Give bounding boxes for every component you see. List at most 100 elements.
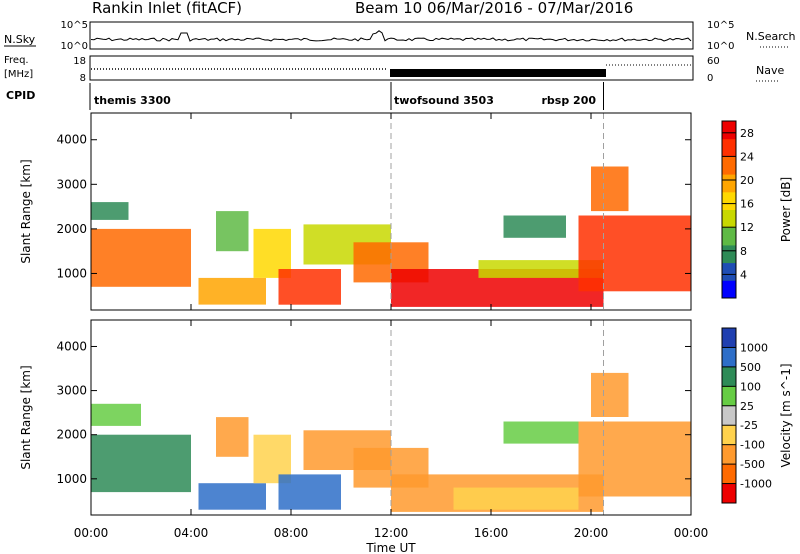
data-patch [591,166,629,212]
data-patch [578,215,691,292]
colorbar-tick-label: 20 [740,174,754,187]
noise-left-tick-high: 10^5 [61,20,88,31]
freq-unit-label: [MHz] [4,69,33,80]
data-patch [503,421,579,444]
x-tick-label: 00:00 [674,526,709,540]
cpid-segment-label: themis 3300 [94,94,171,107]
colorbar-tick-label: 12 [740,221,754,234]
noise-left-tick-low: 10^0 [61,41,88,52]
colorbar-swatch [722,483,736,504]
velocity-colorbar: 1000 500 100 25 -25 -100 -500 -1000 Velocity [m … [721,327,793,504]
data-patch [198,483,266,510]
colorbar-swatch [722,464,736,484]
data-patch [91,434,191,493]
colorbar-tick-label: 24 [740,150,754,163]
colorbar-tick-label: -100 [740,439,765,452]
y-axis-label: Slant Range [km] [19,365,33,469]
velocity-panel: 1000 2000 3000 4000 00:00 04:00 08:00 12:00 16:0… [19,319,793,540]
colorbar-swatch [722,209,736,228]
data-patch [198,277,266,305]
y-tick-label: 1000 [56,472,87,486]
colorbar-swatch [722,328,736,348]
colorbar-tick-label: 100 [740,380,761,393]
data-patch [578,421,691,497]
nave-dense-block [390,69,606,77]
data-patch [591,372,629,417]
station-title: Rankin Inlet (fitACF) [92,0,242,17]
data-patch [453,487,579,510]
y-tick-label: 2000 [56,428,87,442]
colorbar-tick-label: -500 [740,458,765,471]
noise-panel: N.Sky 10^5 10^0 10^5 10^0 N.Search [4,20,796,52]
cpid-panel: CPID themis 3300 twofsound 3503 rbsp 200 [6,82,604,110]
colorbar-swatch [722,366,736,387]
colorbar-swatch [722,405,736,426]
colorbar-tick-label: 25 [740,400,754,413]
y-tick-label: 1000 [56,266,87,280]
data-patch [216,417,249,457]
colorbar-swatch [722,244,736,264]
colorbar-swatch [722,227,736,246]
colorbar-tick-label: 500 [740,361,761,374]
colorbar-tick-label: 8 [740,245,747,258]
data-patch [478,260,604,278]
y-tick-label: 3000 [56,177,87,191]
beam-date-title: Beam 10 06/Mar/2016 - 07/Mar/2016 [355,0,633,17]
freq-panel: Freq. [MHz] 18 8 60 0 Nave [4,55,784,84]
colorbar-tick-label: -25 [740,419,758,432]
cpid-label: CPID [6,89,35,102]
noise-sky-label: N.Sky [4,33,36,46]
data-patch [91,228,191,287]
colorbar-swatch [722,347,736,368]
data-patch [278,269,341,305]
data-patch [278,474,341,510]
colorbar-swatch [722,425,736,446]
y-tick-label: 3000 [56,384,87,398]
colorbar-label: Power [dB] [779,177,793,242]
heatmap-panels: 1000 2000 3000 4000 Slant Range [km] 4 8 12 16 20… [19,112,793,540]
colorbar-swatch [722,386,736,407]
x-tick-label: 12:00 [374,526,409,540]
x-tick-label: 04:00 [174,526,209,540]
colorbar-swatch [722,138,736,157]
nave-tick-low: 0 [707,73,713,84]
noise-sky-trace [90,30,692,42]
colorbar-swatch [722,262,736,281]
colorbar-tick-label: 4 [740,268,747,281]
colorbar-swatch [722,191,736,210]
data-patch [216,211,249,252]
data-patch [91,403,141,426]
power-colorbar: 4 8 12 16 20 24 28 Power [dB] [721,120,793,299]
freq-tick-low: 8 [80,73,86,84]
y-axis-label: Slant Range [km] [19,159,33,263]
colorbar-tick-label: 1000 [740,341,768,354]
colorbar-tick-label: 28 [740,127,754,140]
cpid-segment-label: rbsp 200 [542,94,597,107]
time-axis-label: Time UT [365,541,416,554]
colorbar-tick-label: -1000 [740,478,772,491]
x-tick-label: 20:00 [574,526,609,540]
freq-label: Freq. [4,55,29,66]
time-axis: Time UT [365,541,416,554]
power-panel: 1000 2000 3000 4000 Slant Range [km] 4 8 12 16 20… [19,112,793,311]
cpid-segment-label: twofsound 3503 [394,94,494,107]
colorbar-frame [721,120,737,299]
x-tick-label: 00:00 [74,526,109,540]
colorbar-swatch [722,174,736,193]
colorbar-label: Velocity [m s^-1] [779,363,793,467]
x-tick-label: 08:00 [274,526,309,540]
colorbar-swatch [722,280,736,299]
y-tick-label: 2000 [56,222,87,236]
noise-right-tick-high: 10^5 [707,20,734,31]
data-patch [503,215,566,238]
colorbar-frame [721,327,737,504]
x-tick-label: 16:00 [474,526,509,540]
freq-panel-frame [89,55,694,81]
colorbar-swatch [722,444,736,465]
colorbar-tick-label: 16 [740,198,754,211]
nave-label: Nave [756,64,784,77]
nave-tick-high: 60 [707,56,720,67]
freq-tick-high: 18 [73,56,86,67]
data-patch [91,202,129,220]
